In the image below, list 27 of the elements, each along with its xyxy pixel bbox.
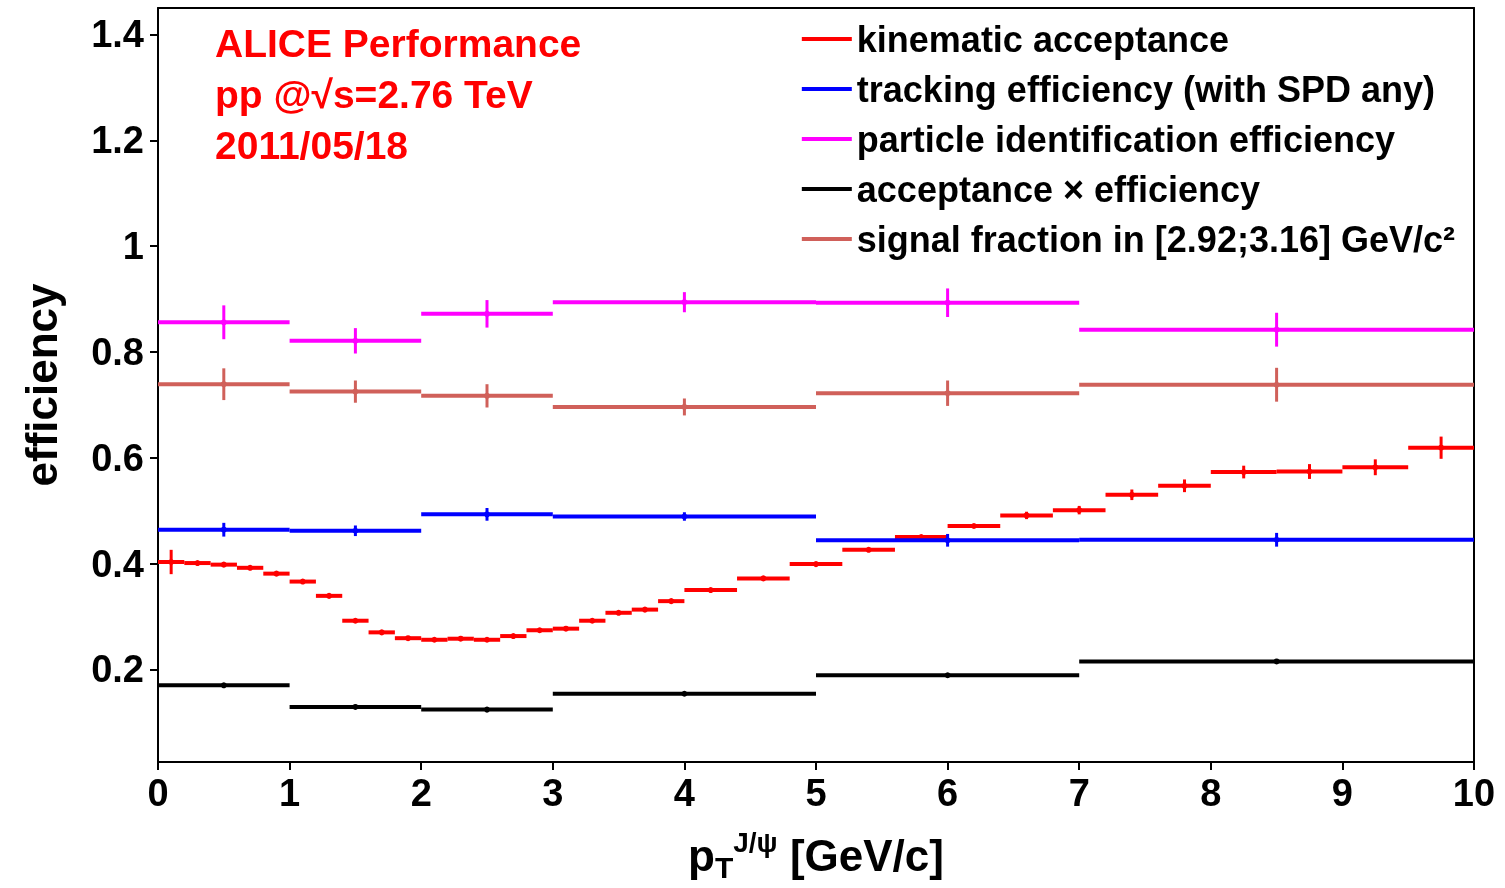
legend-label: kinematic acceptance xyxy=(856,18,1230,60)
y-tick-label: 0.6 xyxy=(91,436,144,479)
x-tick-label: 2 xyxy=(410,772,432,814)
y-tick-label: 1.4 xyxy=(91,13,144,56)
y-tick-label: 0.4 xyxy=(91,542,144,585)
x-tick-label: 9 xyxy=(1331,772,1353,814)
y-tick-label: 0.2 xyxy=(91,648,144,691)
annotation: 2011/05/18 xyxy=(215,124,409,167)
x-tick-label: 7 xyxy=(1068,772,1090,814)
y-tick-label: 1 xyxy=(122,225,144,268)
x-tick-label: 10 xyxy=(1452,772,1496,814)
x-tick-label: 4 xyxy=(673,772,695,814)
legend-label: signal fraction in [2.92;3.16] GeV/c² xyxy=(856,218,1456,260)
legend-label: particle identification efficiency xyxy=(856,118,1395,160)
legend-label: acceptance × efficiency xyxy=(856,168,1261,210)
x-tick-label: 6 xyxy=(937,772,959,814)
x-tick-label: 1 xyxy=(279,772,301,814)
x-tick-label: 0 xyxy=(147,772,169,814)
annotation: ALICE Performance xyxy=(215,22,582,65)
y-tick-label: 1.2 xyxy=(91,119,144,162)
x-tick-label: 5 xyxy=(805,772,827,814)
y-tick-label: 0.8 xyxy=(91,330,144,373)
x-tick-label: 3 xyxy=(542,772,564,814)
legend-label: tracking efficiency (with SPD any) xyxy=(856,68,1435,110)
x-tick-label: 8 xyxy=(1200,772,1222,814)
annotation: pp @√s=2.76 TeV xyxy=(215,73,533,116)
y-axis-title: efficiency xyxy=(16,282,66,487)
